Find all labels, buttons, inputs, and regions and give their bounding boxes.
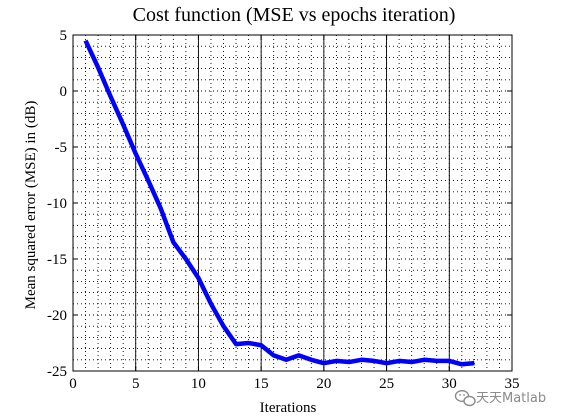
x-tick-label: 5 [132,376,140,392]
x-tick-label: 25 [379,376,394,392]
y-tick-label: 0 [60,84,68,100]
x-tick-label: 15 [254,376,269,392]
y-tick-label: 5 [60,28,68,44]
y-tick-label: -10 [47,196,67,212]
x-tick-label: 10 [191,376,206,392]
x-tick-label: 0 [69,376,77,392]
y-axis-label: Mean squared error (MSE) in (dB) [23,101,39,310]
axis-ticks [72,34,513,372]
x-axis-label: Iterations [260,400,317,416]
chart-title: Cost function (MSE vs epochs iteration) [133,4,456,26]
watermark: 天天Matlab [454,389,546,407]
y-tick-label: -20 [47,308,67,324]
y-tick-labels: 5 0 -5 -10 -15 -20 -25 [47,28,67,380]
x-tick-label: 20 [316,376,331,392]
series-group [83,39,475,367]
x-tick-label: 30 [442,376,457,392]
vertical-gridlines [135,35,450,371]
plot-area [73,35,512,371]
watermark-text: 天天Matlab [476,391,546,406]
x-tick-label: 35 [505,376,520,392]
y-tick-label: -15 [47,252,67,268]
y-tick-label: -25 [47,364,67,380]
x-tick-labels: 0 5 10 15 20 25 30 35 [69,376,519,392]
wechat-logo-icon [454,389,476,407]
y-tick-label: -5 [55,140,68,156]
series-line [83,39,475,367]
